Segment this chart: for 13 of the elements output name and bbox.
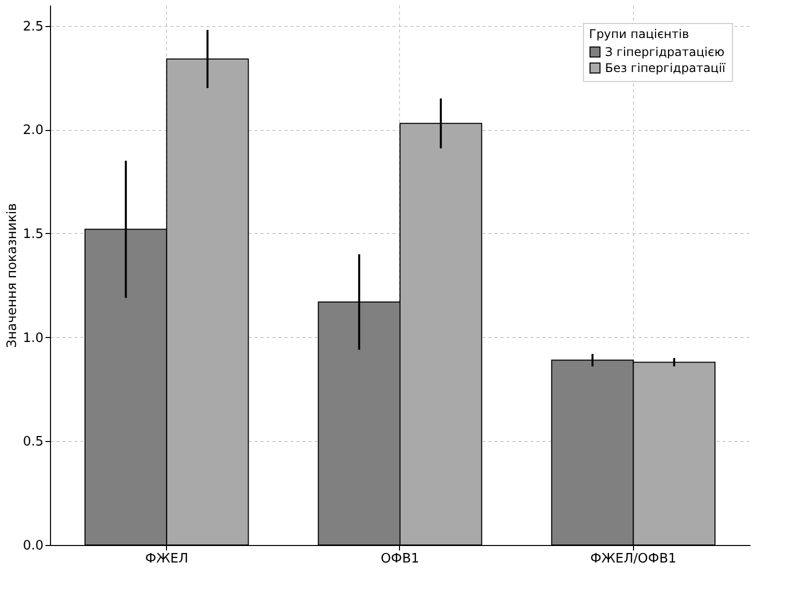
y-tick-label: 2.0	[22, 123, 44, 138]
y-tick-label: 1.0	[22, 330, 44, 346]
y-axis-title: Значення показників	[4, 203, 20, 348]
x-tick-label: ОФВ1	[380, 552, 420, 566]
y-tick-label: 0.5	[22, 434, 44, 450]
x-tick-label: ФЖЕЛ/ОФВ1	[590, 552, 676, 566]
legend-title: Групи пацієнтів	[589, 27, 690, 41]
y-tick-label: 1.5	[22, 226, 44, 242]
y-tick-label: 0.0	[22, 538, 44, 554]
x-tick-label: ФЖЕЛ	[145, 552, 188, 566]
legend-label: З гіпергідратацією	[605, 45, 724, 59]
y-tick-label: 2.5	[22, 19, 44, 34]
legend-label: Без гіпергідратації	[605, 61, 726, 75]
